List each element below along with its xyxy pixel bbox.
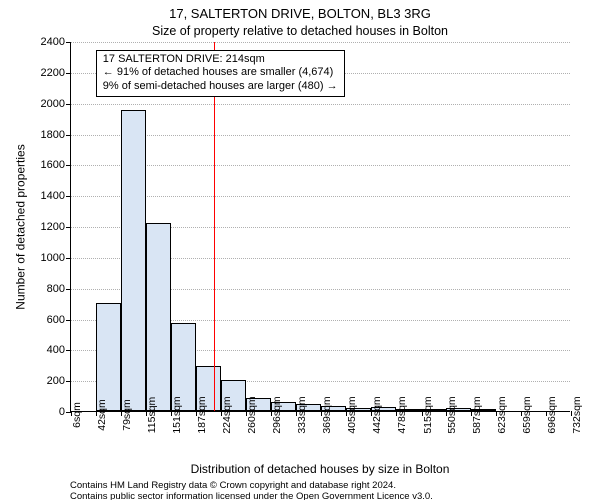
xtick-label: 333sqm xyxy=(296,396,308,433)
xtick-label: 515sqm xyxy=(422,396,434,433)
xtick-label: 550sqm xyxy=(446,396,458,433)
xtick-label: 115sqm xyxy=(146,397,158,434)
info-box-line: 9% of semi-detached houses are larger (4… xyxy=(103,80,338,94)
xtick-label: 732sqm xyxy=(571,396,583,433)
ytick-mark xyxy=(66,135,71,136)
xtick-label: 478sqm xyxy=(396,396,408,433)
page-subtitle: Size of property relative to detached ho… xyxy=(0,24,600,38)
histogram-bar xyxy=(121,110,146,411)
ytick-label: 1200 xyxy=(41,221,65,233)
y-axis-label-text: Number of detached properties xyxy=(14,144,28,309)
ytick-label: 400 xyxy=(47,344,65,356)
xtick-label: 187sqm xyxy=(196,396,208,433)
info-box-line: 17 SALTERTON DRIVE: 214sqm xyxy=(103,53,338,67)
xtick-label: 42sqm xyxy=(96,399,108,431)
ytick-mark xyxy=(66,73,71,74)
info-box: 17 SALTERTON DRIVE: 214sqm← 91% of detac… xyxy=(96,50,345,97)
ytick-label: 0 xyxy=(59,406,65,418)
ytick-label: 1800 xyxy=(41,129,65,141)
xtick-label: 6sqm xyxy=(71,402,83,428)
xtick-label: 260sqm xyxy=(246,396,258,433)
ytick-label: 800 xyxy=(47,283,65,295)
xtick-label: 296sqm xyxy=(271,396,283,433)
xtick-label: 224sqm xyxy=(221,396,233,433)
footer-line-2: Contains public sector information licen… xyxy=(70,491,570,500)
footer: Contains HM Land Registry data © Crown c… xyxy=(70,480,570,500)
ytick-label: 1000 xyxy=(41,252,65,264)
gridline xyxy=(71,42,570,43)
ytick-label: 2400 xyxy=(41,36,65,48)
plot-inner: 0200400600800100012001400160018002000220… xyxy=(70,42,570,412)
xtick-label: 369sqm xyxy=(321,396,333,433)
ytick-mark xyxy=(66,165,71,166)
ytick-mark xyxy=(66,350,71,351)
ytick-mark xyxy=(66,381,71,382)
marker-line xyxy=(214,42,215,411)
xtick-label: 405sqm xyxy=(346,396,358,433)
ytick-mark xyxy=(66,104,71,105)
ytick-label: 1400 xyxy=(41,190,65,202)
y-axis-label: Number of detached properties xyxy=(14,42,28,412)
xtick-label: 442sqm xyxy=(371,396,383,433)
ytick-mark xyxy=(66,196,71,197)
ytick-label: 2000 xyxy=(41,98,65,110)
xtick-label: 696sqm xyxy=(546,396,558,433)
xtick-label: 659sqm xyxy=(521,396,533,433)
info-box-line: ← 91% of detached houses are smaller (4,… xyxy=(103,66,338,80)
ytick-label: 600 xyxy=(47,314,65,326)
footer-line-1: Contains HM Land Registry data © Crown c… xyxy=(70,480,570,491)
ytick-mark xyxy=(66,227,71,228)
plot-area: 0200400600800100012001400160018002000220… xyxy=(70,42,570,412)
xtick-label: 623sqm xyxy=(496,396,508,433)
ytick-mark xyxy=(66,320,71,321)
ytick-label: 1600 xyxy=(41,159,65,171)
ytick-mark xyxy=(66,42,71,43)
ytick-mark xyxy=(66,289,71,290)
ytick-label: 200 xyxy=(47,375,65,387)
histogram-bar xyxy=(146,223,171,411)
xtick-label: 79sqm xyxy=(121,399,133,431)
xtick-label: 151sqm xyxy=(171,396,183,433)
ytick-mark xyxy=(66,258,71,259)
ytick-label: 2200 xyxy=(41,67,65,79)
x-axis-label: Distribution of detached houses by size … xyxy=(70,462,570,476)
histogram-bar xyxy=(96,303,121,411)
xtick-label: 587sqm xyxy=(471,396,483,433)
gridline xyxy=(71,104,570,105)
page-title: 17, SALTERTON DRIVE, BOLTON, BL3 3RG xyxy=(0,6,600,21)
chart-root: 17, SALTERTON DRIVE, BOLTON, BL3 3RG Siz… xyxy=(0,0,600,500)
